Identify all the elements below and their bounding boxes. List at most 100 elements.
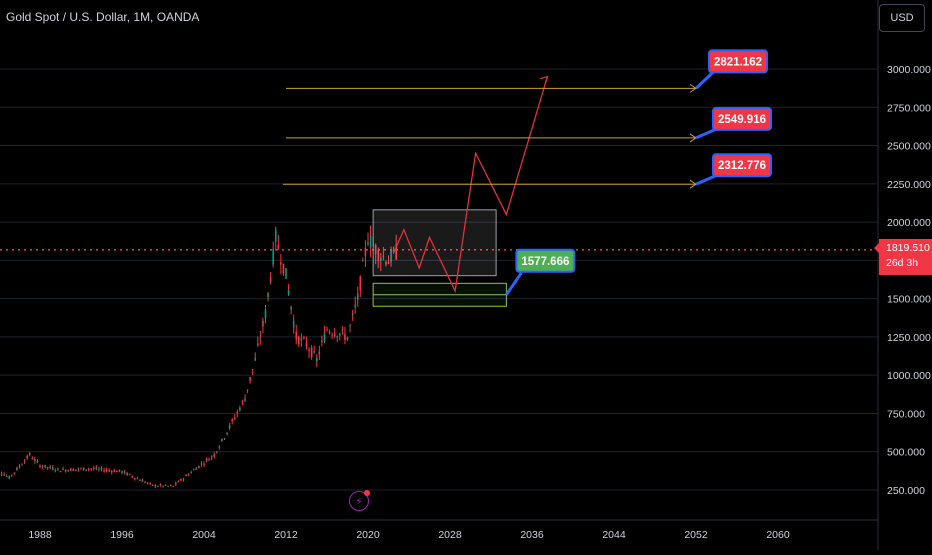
candle-body [64, 469, 67, 472]
candle-body [226, 432, 228, 434]
candle-body [39, 465, 41, 468]
candle-body [259, 338, 262, 340]
price-tick-label: 250.000 [887, 485, 925, 497]
candle-body [321, 340, 323, 342]
candle-body [290, 306, 292, 310]
candle-body [233, 417, 236, 419]
candle-body [223, 438, 226, 440]
time-axis: 1988 1996 2004 2012 2020 2028 2036 2044 2052 2060 [0, 519, 878, 541]
candle-body [339, 333, 341, 336]
currency-button[interactable]: USD [879, 4, 925, 32]
candle-body [254, 357, 257, 361]
candle-body [305, 342, 308, 347]
target-callout-label: 2821.162 [714, 56, 762, 68]
candle-body [90, 468, 93, 470]
projection-path [393, 76, 548, 294]
candle-body [126, 472, 128, 475]
consolidation-box [372, 209, 497, 277]
candle-body [121, 471, 123, 473]
candle-body [210, 456, 213, 458]
candle-body [369, 235, 372, 248]
price-tick-label: 1000.000 [887, 370, 931, 382]
candle-body [251, 368, 254, 370]
candle-body [175, 483, 177, 485]
candle-body [57, 468, 59, 470]
candle-body [128, 473, 131, 475]
candle-body [180, 479, 182, 481]
candle-body [49, 466, 52, 468]
bar-countdown: 26d 3h [886, 257, 919, 269]
candle-body [85, 469, 87, 471]
candle-body [387, 262, 390, 265]
candle-body [141, 480, 144, 482]
candle-body [341, 329, 344, 331]
candle-body [377, 249, 380, 261]
candle-body [26, 455, 28, 459]
price-tick-label: 2250.000 [887, 179, 931, 191]
candle-body [172, 485, 175, 487]
support-callout-label: 1577.666 [521, 256, 569, 268]
candle-body [0, 473, 3, 475]
candle-body [82, 467, 85, 471]
candle-body [362, 260, 364, 262]
candle-body [395, 244, 397, 260]
candle-body [367, 242, 369, 245]
candle-body [198, 465, 200, 468]
candle-body [41, 466, 44, 468]
candles [0, 225, 397, 489]
candle-body [216, 451, 218, 453]
candle-body [267, 292, 269, 297]
price-tick-label: 1250.000 [887, 332, 931, 344]
candle-body [182, 478, 185, 480]
candle-body [257, 343, 259, 346]
candle-body [192, 469, 195, 471]
candle-body [318, 351, 321, 355]
candle-body [392, 248, 395, 253]
candle-body [118, 469, 121, 472]
price-tick-label: 750.000 [887, 408, 925, 420]
candle-body [262, 320, 264, 327]
candle-body [34, 459, 36, 462]
candle-body [13, 472, 16, 474]
candle-body [292, 320, 295, 328]
candle-body [336, 336, 339, 338]
candle-body [28, 453, 31, 456]
candle-body [134, 477, 136, 479]
candle-body [103, 470, 105, 472]
candle-body [331, 334, 333, 336]
candle-body [3, 474, 5, 476]
time-tick-label: 2020 [356, 529, 380, 541]
current-price-value: 1819.510 [886, 242, 930, 254]
candle-body [157, 485, 159, 487]
price-tick-label: 2000.000 [887, 217, 931, 229]
candle-body [303, 337, 305, 339]
candle-body [218, 446, 221, 448]
candle-body [154, 484, 157, 487]
events-lightning-icon[interactable]: ⚡ [349, 490, 370, 511]
support-callout-pointer [505, 271, 523, 296]
notification-dot [364, 490, 370, 496]
candle-body [213, 454, 216, 457]
time-tick-label: 2052 [684, 529, 708, 541]
candle-body [31, 458, 34, 460]
candle-body [123, 471, 126, 474]
candle-body [151, 484, 154, 486]
candle-body [54, 470, 57, 472]
price-tag-arrow-icon [874, 243, 879, 253]
candle-body [67, 470, 69, 472]
candle-body [282, 263, 285, 274]
price-axis: 250.000 500.000 750.000 1000.000 1250.000 150… [877, 0, 931, 550]
candle-body [93, 468, 95, 470]
target-callout-box [712, 153, 772, 178]
target-callout-label: 2312.776 [718, 160, 766, 172]
candle-body [382, 255, 385, 257]
candle-body [246, 389, 249, 391]
candle-body [313, 351, 315, 353]
candle-body [277, 244, 280, 249]
candle-body [69, 468, 72, 471]
candle-body [264, 310, 267, 319]
candle-body [144, 481, 146, 483]
callout-pointer [694, 69, 717, 90]
